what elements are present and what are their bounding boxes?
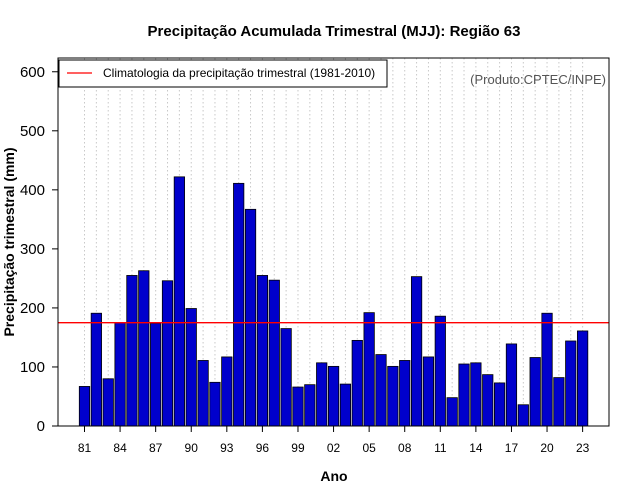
x-tick-label-1996: 96 (256, 441, 270, 455)
credit-label: (Produto:CPTEC/INPE) (470, 72, 606, 87)
bar-2012 (446, 397, 458, 427)
bar-2020 (541, 312, 553, 427)
bar-1981 (78, 386, 91, 427)
bar-1988 (161, 280, 174, 427)
x-tick-label-1990: 90 (185, 441, 199, 455)
bar-1997 (268, 279, 280, 427)
bar-2010 (422, 356, 435, 427)
bar-1987 (150, 322, 162, 427)
y-tick-label-300: 300 (20, 241, 45, 258)
chart-title: Precipitação Acumulada Trimestral (MJJ):… (148, 23, 521, 40)
bar-1996 (256, 275, 269, 427)
bar-2013 (458, 363, 470, 427)
bar-2008 (399, 360, 411, 427)
bar-2004 (351, 339, 363, 427)
bar-1992 (209, 381, 221, 427)
bar-2015 (482, 374, 494, 427)
y-tick-label-500: 500 (20, 123, 45, 140)
legend-label: Climatologia da precipitação trimestral … (103, 66, 375, 80)
bar-2019 (529, 357, 541, 427)
bar-1982 (90, 312, 102, 427)
bar-1998 (280, 328, 292, 427)
x-tick-label-2023: 23 (576, 441, 590, 455)
y-tick-label-0: 0 (37, 418, 45, 435)
bar-1991 (197, 360, 209, 427)
x-tick-label-2014: 14 (469, 441, 483, 455)
bar-2022 (565, 340, 577, 427)
y-tick-label-400: 400 (20, 182, 45, 199)
bar-2023 (577, 330, 589, 427)
bar-2018 (517, 404, 529, 427)
bar-2000 (304, 384, 316, 427)
y-tick-label-200: 200 (20, 300, 45, 317)
bar-1993 (221, 356, 233, 427)
bar-2011 (434, 315, 446, 427)
legend: Climatologia da precipitação trimestral … (58, 59, 388, 88)
x-axis-label: Ano (320, 468, 347, 484)
x-tick-label-2002: 02 (327, 441, 341, 455)
y-axis-label: Precipitação trimestral (mm) (1, 147, 17, 336)
bar-2016 (493, 382, 506, 427)
x-tick-label-2020: 20 (540, 441, 554, 455)
bar-1983 (102, 378, 114, 427)
x-tick-label-2011: 11 (434, 441, 447, 455)
bar-1990 (185, 308, 197, 427)
bar-1999 (292, 386, 304, 427)
bar-2002 (327, 365, 340, 427)
x-tick-label-1993: 93 (220, 441, 234, 455)
bar-2007 (387, 365, 399, 427)
x-axis: 81 84 87 90 93 96 99 02 05 08 11 14 17 20 23 (78, 426, 590, 455)
bar-1989 (173, 176, 185, 427)
vertical-grid (84, 58, 584, 426)
bar-1995 (244, 208, 257, 427)
y-tick-label-600: 600 (20, 64, 45, 81)
x-tick-label-2008: 08 (398, 441, 412, 455)
bar-1984 (114, 322, 126, 427)
y-tick-label-100: 100 (20, 359, 45, 376)
x-tick-label-2005: 05 (362, 441, 376, 455)
x-tick-label-1999: 99 (291, 441, 305, 455)
bar-1985 (126, 275, 138, 427)
bar-2001 (316, 362, 328, 427)
x-tick-label-1981: 81 (78, 441, 92, 455)
bar-1986 (138, 270, 150, 427)
bar-2017 (505, 343, 518, 427)
x-tick-label-2017: 17 (505, 441, 519, 455)
x-tick-label-1984: 84 (113, 441, 127, 455)
bar-2021 (553, 377, 565, 427)
bar-1994 (233, 182, 245, 427)
bar-2009 (410, 276, 423, 427)
bar-2006 (375, 354, 387, 427)
bar-2003 (339, 383, 352, 427)
legend-box (58, 59, 388, 88)
bar-2014 (470, 362, 482, 427)
bar-2005 (363, 312, 375, 427)
x-tick-label-1987: 87 (149, 441, 163, 455)
bar-series (78, 176, 589, 427)
y-axis: 0 100 200 300 400 500 600 (20, 64, 58, 435)
